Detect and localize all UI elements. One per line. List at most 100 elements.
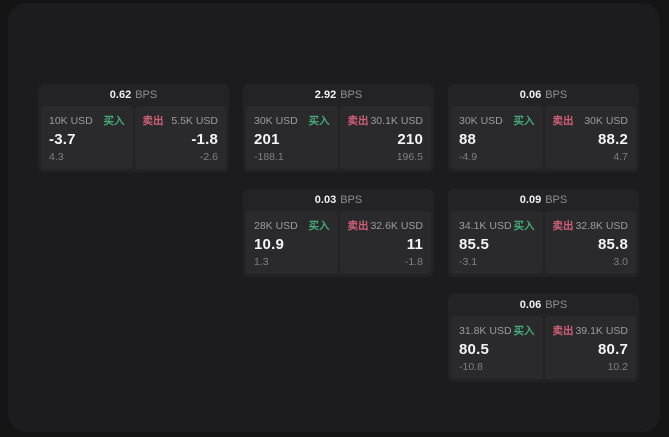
sell-label: 卖出 (552, 115, 574, 127)
buy-label: 买入 (103, 115, 125, 127)
sell-notional: 32.8K USD (575, 220, 628, 232)
buy-panel[interactable]: 30K USD 买入 88 -4.9 (451, 106, 543, 169)
quote-panels: 10K USD 买入 -3.7 4.3 卖出 5.5K USD -1.8 -2.… (38, 106, 229, 172)
buy-delta: 1.3 (254, 256, 269, 268)
sell-price: 88.2 (598, 131, 628, 148)
buy-notional: 30K USD (254, 115, 298, 127)
card-header: 0.03 BPS (243, 189, 434, 211)
sell-price: 210 (397, 131, 423, 148)
buy-panel[interactable]: 34.1K USD 买入 85.5 -3.1 (451, 211, 543, 274)
buy-notional: 30K USD (459, 115, 503, 127)
bps-unit-label: BPS (340, 194, 363, 206)
sell-label: 卖出 (552, 325, 574, 337)
bps-value: 0.03 (314, 194, 337, 206)
bps-unit-label: BPS (545, 299, 568, 311)
buy-label-row: 28K USD 买入 (254, 218, 330, 233)
sell-panel[interactable]: 卖出 30K USD 88.2 4.7 (544, 106, 636, 169)
bps-value: 0.06 (519, 89, 542, 101)
sell-notional: 32.6K USD (370, 220, 423, 232)
buy-label: 买入 (513, 220, 535, 232)
buy-label-row: 30K USD 买入 (254, 113, 330, 128)
quote-card: 0.62 BPS 10K USD 买入 -3.7 4.3 卖出 5.5K USD… (38, 84, 229, 172)
bps-value: 0.09 (519, 194, 542, 206)
bps-unit-label: BPS (545, 194, 568, 206)
buy-delta: -10.8 (459, 361, 483, 373)
buy-price: -3.7 (49, 131, 76, 148)
sell-price: 85.8 (598, 236, 628, 253)
sell-notional: 30K USD (584, 115, 628, 127)
bps-value: 0.62 (109, 89, 132, 101)
sell-panel[interactable]: 卖出 32.6K USD 11 -1.8 (339, 211, 431, 274)
buy-notional: 31.8K USD (459, 325, 512, 337)
sell-label-row: 卖出 30.1K USD (348, 113, 424, 128)
bps-value: 0.06 (519, 299, 542, 311)
quote-panels: 34.1K USD 买入 85.5 -3.1 卖出 32.8K USD 85.8… (448, 211, 639, 277)
bps-unit-label: BPS (340, 89, 363, 101)
card-header: 2.92 BPS (243, 84, 434, 106)
buy-notional: 10K USD (49, 115, 93, 127)
buy-price: 88 (459, 131, 477, 148)
buy-delta: -4.9 (459, 151, 478, 163)
sell-label: 卖出 (347, 115, 369, 127)
buy-label: 买入 (513, 325, 535, 337)
sell-notional: 5.5K USD (171, 115, 218, 127)
sell-panel[interactable]: 卖出 32.8K USD 85.8 3.0 (544, 211, 636, 274)
app-window: 0.62 BPS 10K USD 买入 -3.7 4.3 卖出 5.5K USD… (8, 3, 660, 432)
sell-price: 80.7 (598, 341, 628, 358)
quote-card: 0.09 BPS 34.1K USD 买入 85.5 -3.1 卖出 32.8K… (448, 189, 639, 277)
buy-label-row: 30K USD 买入 (459, 113, 535, 128)
sell-label-row: 卖出 32.8K USD (553, 218, 629, 233)
quote-panels: 28K USD 买入 10.9 1.3 卖出 32.6K USD 11 -1.8 (243, 211, 434, 277)
quote-card: 0.03 BPS 28K USD 买入 10.9 1.3 卖出 32.6K US… (243, 189, 434, 277)
buy-label-row: 10K USD 买入 (49, 113, 125, 128)
sell-label-row: 卖出 5.5K USD (143, 113, 219, 128)
buy-price: 85.5 (459, 236, 489, 253)
buy-label: 买入 (513, 115, 535, 127)
buy-panel[interactable]: 30K USD 买入 201 -188.1 (246, 106, 338, 169)
buy-panel[interactable]: 28K USD 买入 10.9 1.3 (246, 211, 338, 274)
sell-delta: 3.0 (613, 256, 628, 268)
sell-panel[interactable]: 卖出 39.1K USD 80.7 10.2 (544, 316, 636, 379)
bps-unit-label: BPS (545, 89, 568, 101)
buy-notional: 34.1K USD (459, 220, 512, 232)
buy-delta: 4.3 (49, 151, 64, 163)
quote-panels: 30K USD 买入 88 -4.9 卖出 30K USD 88.2 4.7 (448, 106, 639, 172)
buy-price: 10.9 (254, 236, 284, 253)
bps-unit-label: BPS (135, 89, 158, 101)
sell-panel[interactable]: 卖出 5.5K USD -1.8 -2.6 (134, 106, 226, 169)
sell-panel[interactable]: 卖出 30.1K USD 210 196.5 (339, 106, 431, 169)
buy-panel[interactable]: 10K USD 买入 -3.7 4.3 (41, 106, 133, 169)
bps-value: 2.92 (314, 89, 337, 101)
card-header: 0.09 BPS (448, 189, 639, 211)
sell-price: 11 (406, 236, 423, 253)
buy-price: 80.5 (459, 341, 489, 358)
sell-label: 卖出 (552, 220, 574, 232)
buy-panel[interactable]: 31.8K USD 买入 80.5 -10.8 (451, 316, 543, 379)
buy-label: 买入 (308, 115, 330, 127)
quote-panels: 30K USD 买入 201 -188.1 卖出 30.1K USD 210 1… (243, 106, 434, 172)
buy-label: 买入 (308, 220, 330, 232)
sell-label: 卖出 (142, 115, 164, 127)
buy-price: 201 (254, 131, 280, 148)
sell-delta: 10.2 (607, 361, 628, 373)
buy-delta: -3.1 (459, 256, 478, 268)
sell-price: -1.8 (191, 131, 218, 148)
buy-label-row: 34.1K USD 买入 (459, 218, 535, 233)
sell-notional: 39.1K USD (575, 325, 628, 337)
card-header: 0.06 BPS (448, 84, 639, 106)
quote-card: 0.06 BPS 30K USD 买入 88 -4.9 卖出 30K USD 8… (448, 84, 639, 172)
sell-delta: 4.7 (613, 151, 628, 163)
quote-panels: 31.8K USD 买入 80.5 -10.8 卖出 39.1K USD 80.… (448, 316, 639, 382)
buy-label-row: 31.8K USD 买入 (459, 323, 535, 338)
quote-card: 0.06 BPS 31.8K USD 买入 80.5 -10.8 卖出 39.1… (448, 294, 639, 382)
card-header: 0.06 BPS (448, 294, 639, 316)
sell-label-row: 卖出 30K USD (553, 113, 629, 128)
sell-delta: -1.8 (404, 256, 423, 268)
sell-label-row: 卖出 39.1K USD (553, 323, 629, 338)
quote-card: 2.92 BPS 30K USD 买入 201 -188.1 卖出 30.1K … (243, 84, 434, 172)
buy-delta: -188.1 (254, 151, 284, 163)
buy-notional: 28K USD (254, 220, 298, 232)
sell-label-row: 卖出 32.6K USD (348, 218, 424, 233)
cards-grid: 0.62 BPS 10K USD 买入 -3.7 4.3 卖出 5.5K USD… (38, 84, 639, 382)
sell-label: 卖出 (347, 220, 369, 232)
